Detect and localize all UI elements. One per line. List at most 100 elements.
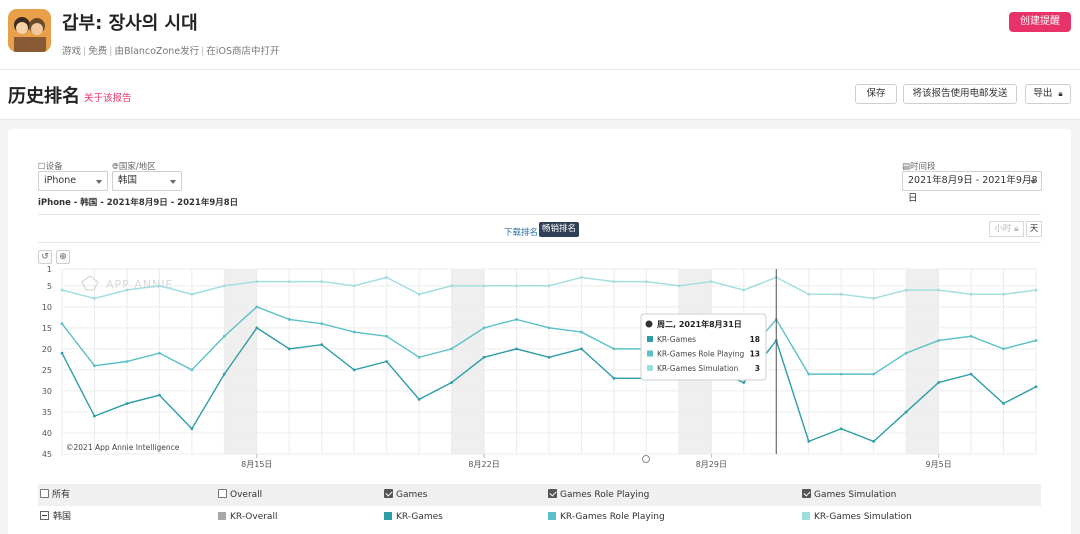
- data-point: [450, 347, 453, 351]
- checkbox-icon: [218, 489, 227, 498]
- legend-toggle-games[interactable]: Games: [384, 484, 427, 506]
- period-label: ▤时间段: [902, 162, 936, 172]
- legend-item-games-rp[interactable]: KR-Games Role Playing: [548, 506, 665, 528]
- divider: [38, 242, 1041, 243]
- data-point: [352, 284, 356, 288]
- data-point: [255, 305, 259, 309]
- x-tick-label: 8月22日: [468, 460, 499, 469]
- tooltip-series-value: 13: [750, 350, 760, 359]
- reset-zoom-icon[interactable]: ↺: [38, 250, 52, 264]
- open-in-store-link[interactable]: 在iOS商店中打开: [206, 46, 280, 57]
- create-alert-button[interactable]: 创建提醒: [1009, 12, 1071, 32]
- chevron-down-icon: [96, 180, 102, 184]
- data-point: [287, 280, 291, 284]
- data-point: [742, 288, 746, 292]
- data-point: [515, 284, 518, 288]
- about-report-link[interactable]: 关于该报告: [84, 93, 132, 104]
- y-tick-label: 35: [42, 408, 52, 417]
- data-point: [158, 351, 161, 355]
- legend-toggle-overall[interactable]: Overall: [218, 484, 262, 506]
- device-icon: ☐: [38, 162, 46, 172]
- data-point: [287, 318, 291, 321]
- data-point: [93, 297, 96, 300]
- legend-item-games[interactable]: KR-Games: [384, 506, 443, 528]
- zoom-icon[interactable]: ⊕: [56, 250, 70, 264]
- weekend-band: [906, 269, 939, 454]
- device-label: ☐设备: [38, 162, 63, 172]
- tooltip-series-value: 3: [755, 364, 760, 373]
- app-title: 갑부: 장사의 시대: [62, 13, 198, 34]
- y-tick-label: 15: [42, 324, 52, 333]
- tab-revenue[interactable]: 畅销排名: [539, 222, 580, 237]
- data-point: [60, 322, 64, 326]
- data-point: [385, 276, 389, 279]
- data-point: [580, 347, 583, 351]
- watermark-logo-icon: [81, 275, 99, 291]
- data-point: [937, 381, 940, 384]
- y-tick-label: 30: [42, 387, 52, 396]
- data-point: [190, 292, 194, 296]
- report-summary: iPhone - 韩国 - 2021年8月9日 - 2021年9月8日: [38, 198, 239, 208]
- data-point: [1002, 292, 1005, 296]
- legend-all-label: 所有: [52, 490, 71, 500]
- legend-all-toggle[interactable]: 所有: [40, 484, 70, 506]
- data-point: [904, 351, 908, 355]
- page-title: 历史排名: [8, 86, 80, 107]
- save-button[interactable]: 保存: [855, 84, 897, 104]
- data-point: [969, 372, 973, 376]
- data-point: [1034, 288, 1038, 292]
- swatch-icon: [647, 336, 653, 342]
- meta-price: 免费: [88, 46, 108, 57]
- app-meta: 游戏 | 免费 | 由BlancoZone发行 | 在iOS商店中打开: [62, 46, 280, 57]
- data-point: [937, 288, 940, 292]
- data-point: [1034, 339, 1038, 342]
- meta-publisher[interactable]: 由BlancoZone发行: [114, 46, 200, 57]
- legend-item-games-sim[interactable]: KR-Games Simulation: [802, 506, 912, 528]
- drag-handle-icon: [642, 455, 650, 463]
- legend-country-row: 韩国 KR-Overall KR-Games KR-Games Role Pla…: [38, 506, 1041, 528]
- tab-downloads[interactable]: 下载排名: [504, 228, 539, 238]
- country-select[interactable]: 韩国: [112, 171, 182, 191]
- data-point: [93, 364, 96, 368]
- globe-icon: 🌐︎: [112, 162, 119, 172]
- legend-header-games-sim: Games Simulation: [814, 490, 897, 500]
- legend-header-overall: Overall: [230, 490, 263, 500]
- period-select[interactable]: 2021年8月9日 - 2021年9月8日: [902, 171, 1042, 204]
- data-point: [417, 292, 421, 296]
- granularity-day-button[interactable]: 天: [1026, 221, 1042, 237]
- data-point: [255, 280, 259, 284]
- copyright-label: ©2021 App Annie Intelligence: [66, 443, 180, 452]
- data-point: [125, 288, 129, 292]
- data-point: [547, 284, 551, 288]
- data-point: [60, 351, 64, 355]
- legend-header-row: 所有 Overall Games Games Role Playing Game…: [38, 484, 1041, 506]
- chevron-down-icon: [170, 180, 176, 184]
- granularity-hour-button[interactable]: 小时 🔒︎: [989, 221, 1024, 237]
- data-point: [677, 284, 681, 288]
- legend-country-collapse[interactable]: 韩国: [40, 506, 71, 528]
- data-point: [872, 439, 876, 443]
- legend-item-overall[interactable]: KR-Overall: [218, 506, 277, 528]
- data-point: [125, 360, 129, 363]
- checkbox-checked-icon: [384, 489, 393, 498]
- email-report-button[interactable]: 将该报告使用电邮发送: [903, 84, 1017, 104]
- export-button[interactable]: 导出 🔒︎: [1025, 84, 1071, 104]
- tooltip-series-value: 18: [750, 335, 760, 344]
- data-point: [320, 343, 324, 347]
- data-point: [482, 326, 486, 330]
- checkbox-checked-icon: [802, 489, 811, 498]
- lock-icon: 🔒︎: [1058, 89, 1063, 98]
- lock-icon: 🔒︎: [1014, 224, 1019, 234]
- data-point: [158, 284, 161, 288]
- legend-toggle-games-sim[interactable]: Games Simulation: [802, 484, 896, 506]
- data-point: [515, 347, 518, 351]
- data-point: [417, 355, 421, 359]
- data-point: [709, 280, 713, 284]
- y-tick-label: 20: [42, 345, 52, 354]
- legend-toggle-games-rp[interactable]: Games Role Playing: [548, 484, 649, 506]
- y-tick-label: 1: [47, 265, 52, 274]
- checkbox-icon: [40, 489, 49, 498]
- data-point: [515, 318, 518, 321]
- device-select[interactable]: iPhone: [38, 171, 108, 191]
